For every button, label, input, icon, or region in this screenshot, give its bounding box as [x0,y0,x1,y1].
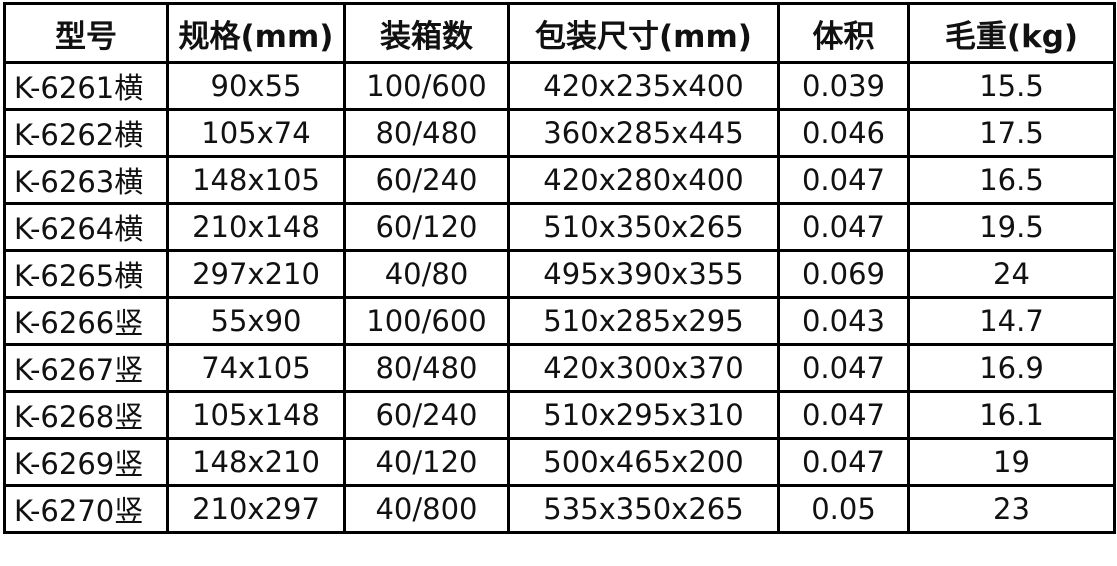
cell-model: K-6263横 [3,155,169,205]
cell-model: K-6266竖 [3,296,169,346]
cell-pack-qty: 80/480 [343,108,510,158]
cell-volume: 0.046 [777,108,910,158]
cell-volume: 0.043 [777,296,910,346]
header-model: 型号 [3,2,169,64]
cell-pack-qty: 100/600 [343,296,510,346]
cell-spec: 210x148 [166,202,346,252]
cell-gross-weight: 17.5 [907,108,1116,158]
cell-pack-qty: 60/120 [343,202,510,252]
cell-volume: 0.047 [777,390,910,440]
cell-volume: 0.069 [777,249,910,299]
cell-gross-weight: 24 [907,249,1116,299]
cell-volume: 0.047 [777,155,910,205]
cell-carton-size: 495x390x355 [507,249,780,299]
cell-carton-size: 510x350x265 [507,202,780,252]
cell-volume: 0.047 [777,202,910,252]
cell-carton-size: 360x285x445 [507,108,780,158]
cell-model: K-6265横 [3,249,169,299]
cell-carton-size: 510x285x295 [507,296,780,346]
cell-carton-size: 420x235x400 [507,61,780,111]
table-row: K-6265横 297x210 40/80 495x390x355 0.069 24 [3,249,1116,299]
cell-pack-qty: 100/600 [343,61,510,111]
cell-gross-weight: 16.5 [907,155,1116,205]
cell-model: K-6264横 [3,202,169,252]
cell-pack-qty: 60/240 [343,390,510,440]
cell-gross-weight: 23 [907,484,1116,534]
cell-gross-weight: 19 [907,437,1116,487]
product-spec-table: 型号 规格(mm) 装箱数 包装尺寸(mm) 体积 毛重(kg) K-6261横 90x55… [3,2,1116,534]
cell-volume: 0.05 [777,484,910,534]
header-spec: 规格(mm) [166,2,346,64]
cell-spec: 148x105 [166,155,346,205]
table-row: K-6270竖 210x297 40/800 535x350x265 0.05 23 [3,484,1116,534]
cell-model: K-6267竖 [3,343,169,393]
cell-pack-qty: 40/120 [343,437,510,487]
header-pack-qty: 装箱数 [343,2,510,64]
table-row: K-6266竖 55x90 100/600 510x285x295 0.043 14.7 [3,296,1116,346]
table-row: K-6261横 90x55 100/600 420x235x400 0.039 15.5 [3,61,1116,111]
cell-carton-size: 510x295x310 [507,390,780,440]
cell-carton-size: 500x465x200 [507,437,780,487]
cell-carton-size: 420x300x370 [507,343,780,393]
cell-model: K-6268竖 [3,390,169,440]
cell-spec: 74x105 [166,343,346,393]
cell-spec: 148x210 [166,437,346,487]
cell-spec: 105x74 [166,108,346,158]
cell-carton-size: 420x280x400 [507,155,780,205]
cell-spec: 105x148 [166,390,346,440]
header-volume: 体积 [777,2,910,64]
cell-spec: 210x297 [166,484,346,534]
cell-pack-qty: 80/480 [343,343,510,393]
cell-spec: 55x90 [166,296,346,346]
table-row: K-6268竖 105x148 60/240 510x295x310 0.047 16.1 [3,390,1116,440]
cell-model: K-6261横 [3,61,169,111]
cell-volume: 0.047 [777,437,910,487]
table-row: K-6262横 105x74 80/480 360x285x445 0.046 17.5 [3,108,1116,158]
cell-model: K-6269竖 [3,437,169,487]
cell-pack-qty: 40/800 [343,484,510,534]
cell-gross-weight: 16.1 [907,390,1116,440]
header-row: 型号 规格(mm) 装箱数 包装尺寸(mm) 体积 毛重(kg) [3,2,1116,64]
table-row: K-6263横 148x105 60/240 420x280x400 0.047 16.5 [3,155,1116,205]
table-body: K-6261横 90x55 100/600 420x235x400 0.039 15.5 K… [3,61,1116,534]
cell-volume: 0.047 [777,343,910,393]
cell-model: K-6270竖 [3,484,169,534]
table-row: K-6269竖 148x210 40/120 500x465x200 0.047 19 [3,437,1116,487]
cell-spec: 90x55 [166,61,346,111]
table-row: K-6267竖 74x105 80/480 420x300x370 0.047 16.9 [3,343,1116,393]
table-row: K-6264横 210x148 60/120 510x350x265 0.047 19.5 [3,202,1116,252]
header-gross-weight: 毛重(kg) [907,2,1116,64]
cell-gross-weight: 16.9 [907,343,1116,393]
cell-carton-size: 535x350x265 [507,484,780,534]
cell-pack-qty: 60/240 [343,155,510,205]
cell-spec: 297x210 [166,249,346,299]
cell-pack-qty: 40/80 [343,249,510,299]
cell-gross-weight: 14.7 [907,296,1116,346]
cell-volume: 0.039 [777,61,910,111]
cell-gross-weight: 19.5 [907,202,1116,252]
cell-gross-weight: 15.5 [907,61,1116,111]
cell-model: K-6262横 [3,108,169,158]
header-carton-size: 包装尺寸(mm) [507,2,780,64]
